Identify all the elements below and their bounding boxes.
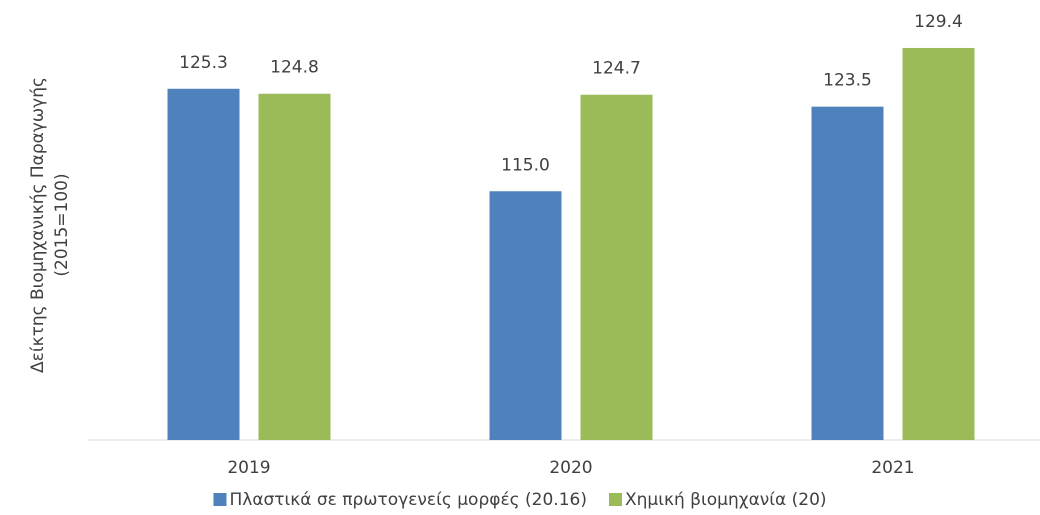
x-tick-label: 2019 <box>227 458 270 478</box>
y-axis-label-line: Δείκτης Βιομηχανικής Παραγωγής <box>28 77 48 373</box>
bar <box>258 93 331 441</box>
y-axis-label: Δείκτης Βιομηχανικής Παραγωγής (2015=100… <box>28 77 72 373</box>
legend: Πλαστικά σε πρωτογενείς μορφές (20.16) Χη… <box>213 490 827 510</box>
x-tick-label: 2020 <box>549 458 592 478</box>
data-label: 124.8 <box>270 58 319 78</box>
bar <box>167 88 240 440</box>
bar <box>811 106 884 441</box>
bar <box>902 47 975 440</box>
legend-item: Πλαστικά σε πρωτογενείς μορφές (20.16) <box>213 490 587 510</box>
legend-label: Χημική βιομηχανία (20) <box>625 490 827 510</box>
legend-swatch <box>608 493 622 506</box>
legend-swatch <box>213 493 227 506</box>
data-label: 129.4 <box>914 12 963 32</box>
data-label: 125.3 <box>179 53 228 73</box>
x-tick-label: 2021 <box>871 458 914 478</box>
data-label: 115.0 <box>501 155 550 175</box>
bar <box>489 191 562 440</box>
data-label: 123.5 <box>823 71 872 91</box>
y-axis-label-line: (2015=100) <box>52 173 72 276</box>
bar <box>580 94 653 441</box>
legend-label: Πλαστικά σε πρωτογενείς μορφές (20.16) <box>229 490 587 510</box>
data-label: 124.7 <box>592 59 641 79</box>
legend-item: Χημική βιομηχανία (20) <box>608 490 827 510</box>
